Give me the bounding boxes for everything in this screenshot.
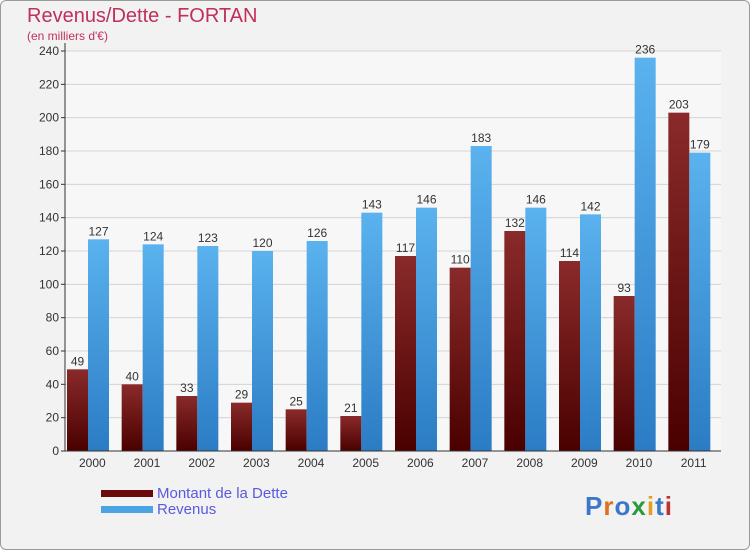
bar-revenus	[689, 152, 711, 451]
bar-revenus	[525, 207, 547, 451]
legend-label-revenus: Revenus	[157, 501, 217, 518]
bar-revenus	[470, 146, 492, 451]
bar-dette-value-label: 29	[235, 388, 249, 402]
x-tick-label: 2008	[516, 456, 543, 470]
x-tick-label: 2003	[243, 456, 270, 470]
y-tick-label: 120	[39, 244, 59, 258]
bar-dette-value-label: 114	[560, 246, 579, 260]
x-tick-label: 2000	[79, 456, 106, 470]
bar-dette	[395, 256, 416, 451]
legend-swatch-debt	[101, 490, 153, 497]
bar-revenus	[361, 212, 383, 451]
bar-dette	[121, 384, 143, 451]
x-tick-label: 2004	[298, 456, 325, 470]
bar-revenus-value-label: 126	[307, 226, 327, 240]
y-tick-label: 240	[39, 44, 59, 58]
x-tick-label: 2006	[407, 456, 434, 470]
proxiti-logo: Proxiti	[585, 491, 673, 522]
bar-revenus	[252, 251, 273, 451]
y-tick-label: 220	[39, 77, 59, 91]
bar-revenus	[88, 239, 109, 451]
legend-swatch-revenus	[101, 506, 153, 513]
bar-revenus-value-label: 143	[362, 198, 382, 212]
bar-dette-value-label: 25	[289, 394, 303, 408]
x-tick-label: 2002	[188, 456, 215, 470]
bar-dette-value-label: 132	[505, 216, 525, 230]
bar-dette	[285, 409, 307, 451]
y-tick-label: 180	[39, 144, 59, 158]
logo-letter: i	[646, 491, 656, 521]
logo-letter: o	[614, 491, 632, 521]
bar-dette	[504, 231, 526, 451]
bar-revenus-value-label: 127	[88, 224, 108, 238]
bar-revenus-value-label: 236	[635, 43, 655, 57]
y-tick-label: 80	[46, 311, 60, 325]
bar-dette	[449, 267, 471, 451]
bar-dette-value-label: 49	[71, 354, 85, 368]
bar-revenus-value-label: 146	[416, 193, 436, 207]
bar-revenus-value-label: 179	[690, 138, 710, 152]
bar-dette-value-label: 110	[451, 253, 470, 267]
bar-dette	[613, 296, 635, 451]
y-tick-label: 200	[39, 111, 59, 125]
bar-dette	[67, 369, 88, 451]
logo-letter: i	[664, 491, 673, 521]
bar-revenus	[580, 214, 601, 451]
chart-subtitle: (en milliers d'€)	[27, 29, 108, 43]
y-tick-label: 160	[39, 177, 59, 191]
bar-dette	[231, 402, 252, 451]
logo-letter: r	[603, 491, 615, 521]
bar-revenus	[142, 244, 164, 451]
y-tick-label: 40	[46, 377, 60, 391]
bar-dette-value-label: 40	[125, 369, 139, 383]
x-tick-label: 2010	[626, 456, 653, 470]
x-tick-label: 2009	[571, 456, 598, 470]
bar-dette	[559, 261, 580, 451]
y-tick-label: 140	[39, 211, 59, 225]
bar-dette-value-label: 117	[396, 241, 415, 255]
bar-dette-value-label: 203	[669, 98, 689, 112]
x-tick-label: 2011	[681, 456, 707, 470]
bar-revenus	[634, 57, 656, 452]
x-tick-label: 2007	[462, 456, 489, 470]
y-tick-label: 60	[46, 344, 60, 358]
chart-title: Revenus/Dette - FORTAN	[27, 5, 258, 27]
bar-revenus-value-label: 146	[526, 193, 546, 207]
y-tick-label: 0	[52, 444, 59, 458]
bar-revenus-value-label: 183	[471, 131, 491, 145]
bar-dette	[176, 396, 198, 451]
y-tick-label: 20	[46, 411, 60, 425]
bar-revenus	[306, 241, 328, 451]
bar-revenus	[416, 207, 437, 451]
bar-dette	[668, 112, 690, 452]
bar-dette-value-label: 93	[617, 281, 631, 295]
bar-revenus-value-label: 120	[252, 236, 272, 250]
logo-letter: x	[631, 491, 647, 521]
x-tick-label: 2001	[134, 456, 161, 470]
bar-dette	[340, 416, 362, 451]
bar-dette-value-label: 33	[180, 381, 194, 395]
logo-letter: P	[585, 491, 604, 521]
logo-letter: t	[655, 491, 665, 521]
bar-revenus-value-label: 123	[198, 231, 218, 245]
bar-revenus-value-label: 142	[580, 199, 600, 213]
bar-dette-value-label: 21	[344, 401, 358, 415]
bar-revenus	[197, 246, 219, 451]
legend-label-debt: Montant de la Dette	[157, 485, 288, 502]
y-tick-label: 100	[39, 277, 59, 291]
x-tick-label: 2005	[352, 456, 379, 470]
bar-revenus-value-label: 124	[143, 229, 163, 243]
